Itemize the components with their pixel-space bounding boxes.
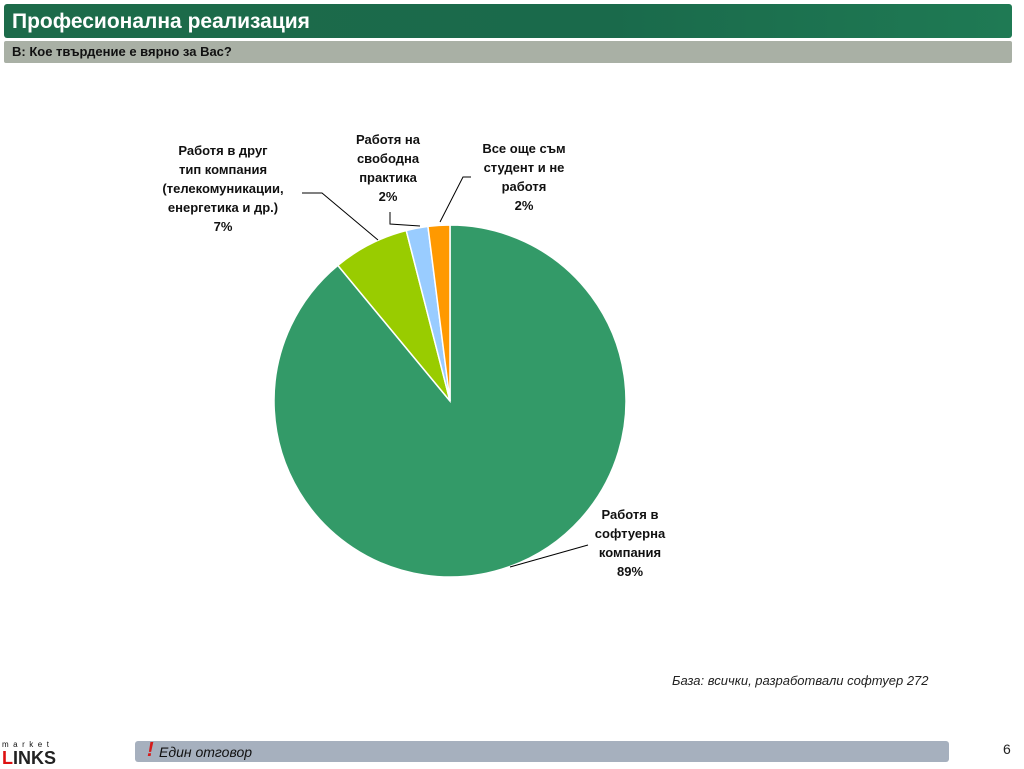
slice-software-company	[273, 224, 627, 578]
exclamation-icon: !	[147, 739, 154, 761]
page-number: 6	[1003, 741, 1011, 757]
title-bar: Професионална реализация	[4, 4, 1012, 38]
page-title: Професионална реализация	[12, 10, 310, 33]
leader-freelance	[389, 212, 421, 227]
question-bar: В: Кое твърдение е вярно за Вас?	[4, 41, 1012, 63]
label-other-company: Работя в друг тип компания (телекомуника…	[162, 143, 284, 234]
logo-top-text: market	[2, 740, 54, 749]
leader-student	[439, 176, 471, 223]
logo: market LINKS	[2, 740, 82, 768]
label-software-company: Работя в софтуерна компания 89%	[594, 507, 666, 579]
footer-note: Един отговор	[159, 744, 253, 760]
footer-bar: ! Един отговор	[135, 739, 949, 762]
slice-student	[427, 224, 451, 402]
base-note: База: всички, разработвали софтуер 272	[672, 673, 929, 688]
question-text: В: Кое твърдение е вярно за Вас?	[12, 44, 232, 59]
label-student: Все още съм студент и не работя 2%	[482, 141, 566, 213]
leader-software	[509, 544, 589, 568]
label-freelance: Работя на свободна практика 2%	[355, 132, 421, 204]
logo-main-text: LINKS	[2, 748, 57, 768]
leader-other	[302, 192, 379, 241]
